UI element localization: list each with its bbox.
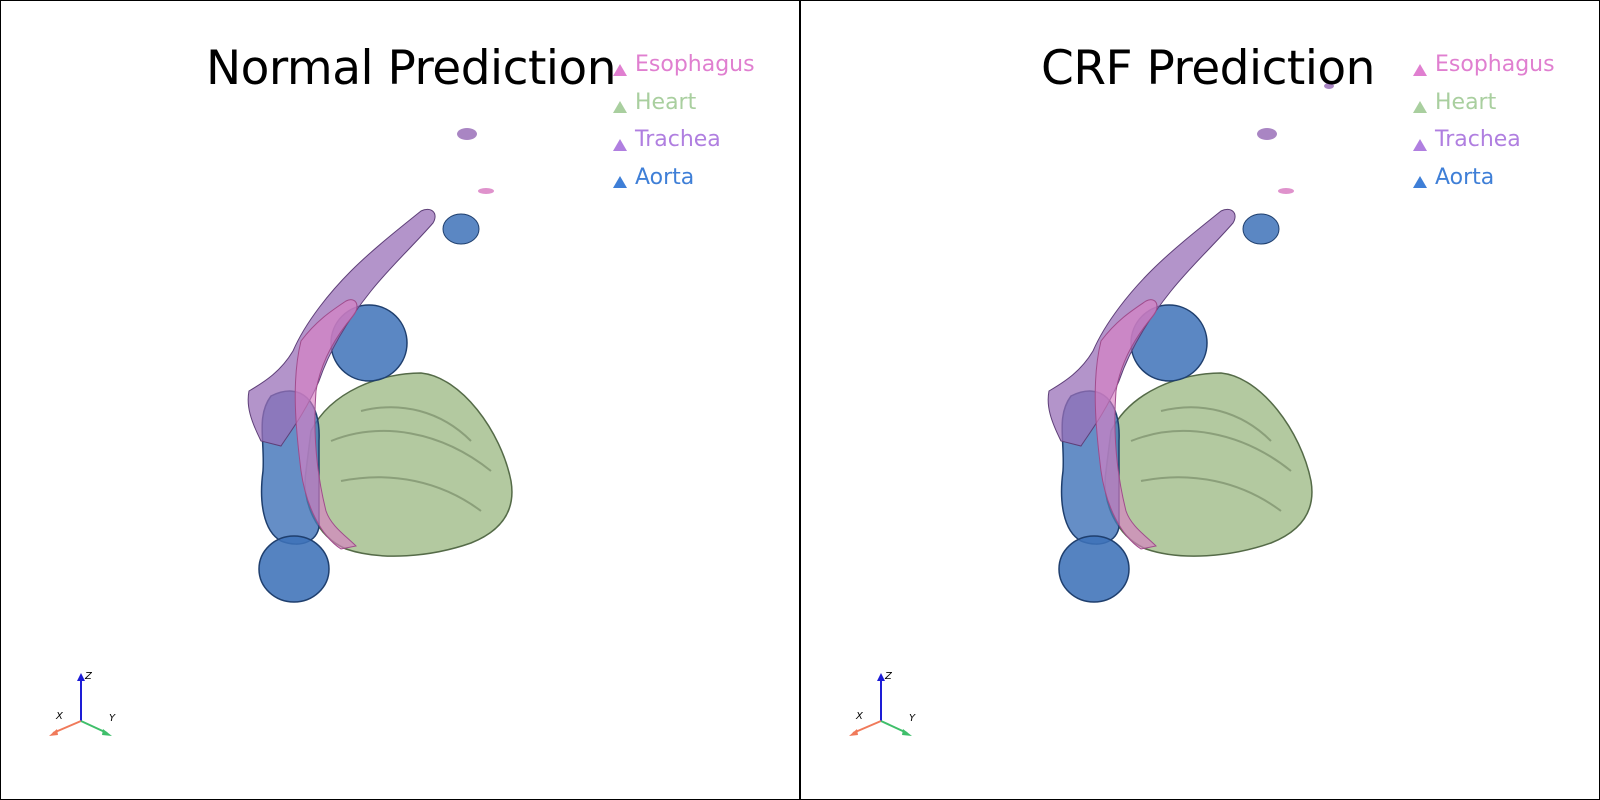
x-arrow-icon: [49, 729, 58, 736]
legend-label: Esophagus: [1435, 52, 1555, 77]
legend-item-trachea: Trachea: [613, 121, 755, 159]
z-arrow-icon: [877, 673, 885, 681]
legend-item-aorta: Aorta: [613, 159, 755, 197]
triangle-icon: [1413, 101, 1427, 113]
x-arrow-icon: [849, 729, 858, 736]
z-axis-label: Z: [84, 671, 93, 682]
triangle-icon: [1413, 139, 1427, 151]
triangle-icon: [613, 139, 627, 151]
panel-title: Normal Prediction: [206, 41, 616, 96]
aorta-root: [259, 536, 329, 602]
legend-label: Heart: [635, 90, 696, 115]
legend-item-heart: Heart: [613, 84, 755, 122]
z-arrow-icon: [77, 673, 85, 681]
viewport-crf-prediction[interactable]: CRF Prediction Esophagus Heart Trachea A…: [800, 0, 1600, 800]
y-axis-label: Y: [109, 713, 116, 724]
triangle-icon: [1413, 176, 1427, 188]
y-arrow-icon: [102, 729, 112, 736]
esophagus-fragment: [1278, 188, 1294, 194]
legend: Esophagus Heart Trachea Aorta: [1413, 46, 1555, 196]
viewport-normal-prediction[interactable]: Normal Prediction Esophagus Heart Trache…: [0, 0, 800, 800]
esophagus-fragment: [478, 188, 494, 194]
orientation-axes: Z X Y: [839, 671, 929, 741]
z-axis-label: Z: [884, 671, 893, 682]
y-arrow-icon: [902, 729, 912, 736]
aorta-fragment: [443, 214, 479, 244]
legend-label: Trachea: [635, 127, 721, 152]
panel-title: CRF Prediction: [1041, 41, 1375, 96]
legend-item-esophagus: Esophagus: [1413, 46, 1555, 84]
legend-item-heart: Heart: [1413, 84, 1555, 122]
triangle-icon: [613, 101, 627, 113]
triangle-icon: [613, 176, 627, 188]
legend-label: Aorta: [1435, 165, 1494, 190]
legend-label: Esophagus: [635, 52, 755, 77]
legend-label: Aorta: [635, 165, 694, 190]
legend-label: Trachea: [1435, 127, 1521, 152]
x-axis-label: X: [55, 711, 64, 722]
legend-label: Heart: [1435, 90, 1496, 115]
legend: Esophagus Heart Trachea Aorta: [613, 46, 755, 196]
trachea-fragment: [1257, 128, 1277, 140]
trachea-fragment: [457, 128, 477, 140]
x-axis-label: X: [855, 711, 864, 722]
legend-item-trachea: Trachea: [1413, 121, 1555, 159]
y-axis-label: Y: [909, 713, 916, 724]
legend-item-esophagus: Esophagus: [613, 46, 755, 84]
aorta-root: [1059, 536, 1129, 602]
aorta-fragment: [1243, 214, 1279, 244]
triangle-icon: [613, 64, 627, 76]
triangle-icon: [1413, 64, 1427, 76]
legend-item-aorta: Aorta: [1413, 159, 1555, 197]
orientation-axes: Z X Y: [39, 671, 129, 741]
